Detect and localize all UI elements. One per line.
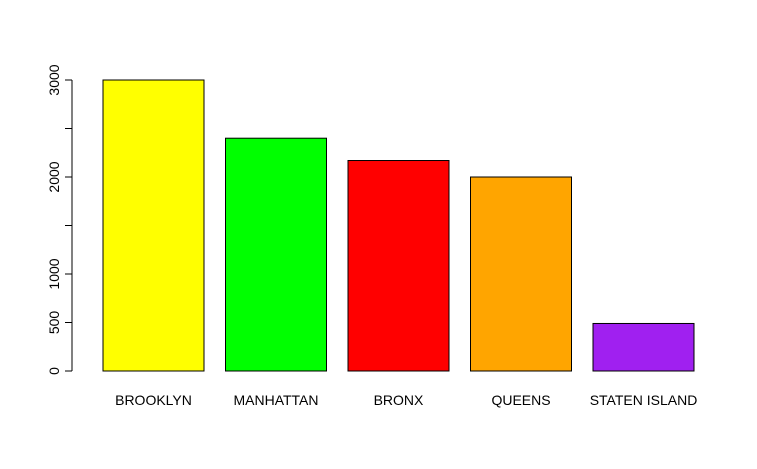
bar-manhattan	[225, 137, 327, 372]
y-tick-label: 3000	[46, 64, 62, 95]
y-tick-label: 1000	[46, 258, 62, 289]
bars	[102, 79, 695, 372]
y-tick-label: 500	[46, 311, 62, 335]
category-label: STATEN ISLAND	[590, 392, 698, 408]
y-tick-label: 2000	[46, 161, 62, 192]
bar-bronx	[347, 160, 450, 372]
bar-queens	[470, 176, 572, 372]
category-label: BROOKLYN	[115, 392, 192, 408]
bar-brooklyn	[102, 79, 205, 372]
bar-staten-island	[592, 322, 695, 372]
category-label: BRONX	[374, 392, 424, 408]
category-label: MANHATTAN	[233, 392, 318, 408]
category-label: QUEENS	[491, 392, 550, 408]
category-labels: BROOKLYN MANHATTAN BRONX QUEENS STATEN ISLAN…	[115, 392, 697, 408]
y-tick-label: 0	[46, 367, 62, 375]
y-axis-ticks: 0 500 1000 2000 3000	[46, 64, 72, 375]
